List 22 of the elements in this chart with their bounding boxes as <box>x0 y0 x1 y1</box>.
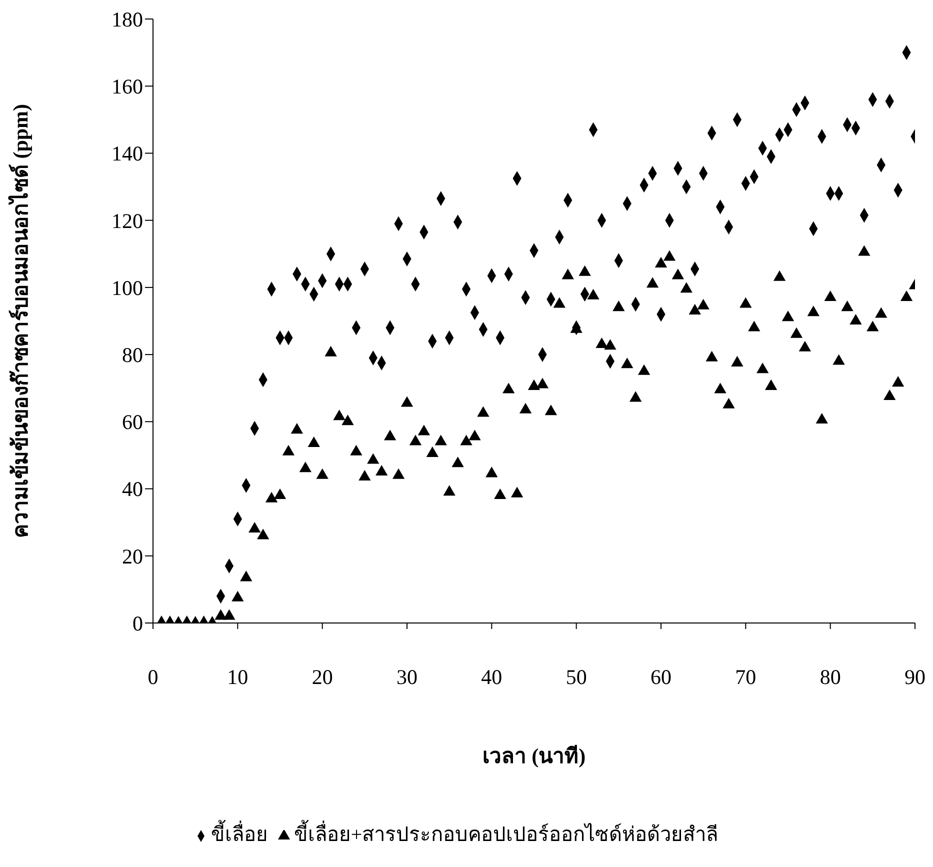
y-tick-label: 0 <box>132 611 143 636</box>
x-tick-label: 40 <box>481 664 502 689</box>
y-tick-label: 40 <box>122 477 143 502</box>
y-tick-label: 100 <box>112 276 143 300</box>
x-tick-label: 60 <box>650 664 672 689</box>
x-tick-label: 10 <box>227 664 248 689</box>
y-tick-label: 20 <box>122 544 143 568</box>
x-tick-label: 0 <box>148 664 158 689</box>
x-tick-label: 20 <box>312 664 333 689</box>
x-tick-label: 30 <box>396 664 418 689</box>
y-axis-title: ความเข้มข้นของก๊าซคาร์บอนมอนอกไซด์ (ppm) <box>7 104 32 538</box>
y-tick-label: 140 <box>112 142 143 166</box>
x-tick-label: 80 <box>820 664 841 689</box>
y-tick-label: 180 <box>112 7 143 32</box>
x-tick-label: 50 <box>566 664 587 689</box>
y-tick-label: 60 <box>122 410 143 434</box>
y-tick-label: 80 <box>122 343 143 368</box>
y-tick-label: 120 <box>112 208 143 233</box>
x-tick-label: 70 <box>735 664 756 689</box>
x-axis-title: เวลา (นาที) <box>482 744 586 768</box>
x-tick-label: 90 <box>904 664 926 689</box>
y-tick-label: 160 <box>112 74 143 99</box>
